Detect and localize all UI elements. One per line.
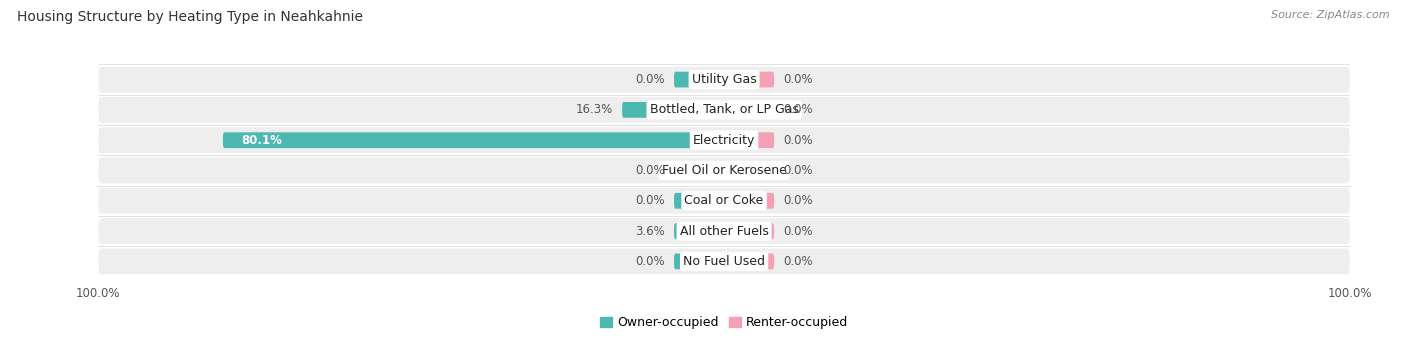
Text: 0.0%: 0.0% bbox=[783, 164, 813, 177]
Text: 0.0%: 0.0% bbox=[783, 103, 813, 116]
FancyBboxPatch shape bbox=[724, 72, 775, 87]
FancyBboxPatch shape bbox=[673, 254, 724, 269]
FancyBboxPatch shape bbox=[673, 72, 724, 87]
FancyBboxPatch shape bbox=[724, 163, 775, 178]
Text: Source: ZipAtlas.com: Source: ZipAtlas.com bbox=[1271, 10, 1389, 20]
Text: 0.0%: 0.0% bbox=[636, 73, 665, 86]
FancyBboxPatch shape bbox=[98, 67, 1350, 92]
Text: 0.0%: 0.0% bbox=[783, 225, 813, 238]
FancyBboxPatch shape bbox=[673, 193, 724, 209]
FancyBboxPatch shape bbox=[673, 163, 724, 178]
Text: 0.0%: 0.0% bbox=[636, 255, 665, 268]
FancyBboxPatch shape bbox=[98, 97, 1350, 123]
Text: Bottled, Tank, or LP Gas: Bottled, Tank, or LP Gas bbox=[650, 103, 799, 116]
FancyBboxPatch shape bbox=[98, 249, 1350, 274]
Text: 3.6%: 3.6% bbox=[636, 225, 665, 238]
Text: Electricity: Electricity bbox=[693, 134, 755, 147]
FancyBboxPatch shape bbox=[724, 102, 775, 118]
Text: 0.0%: 0.0% bbox=[636, 194, 665, 207]
Text: 0.0%: 0.0% bbox=[783, 194, 813, 207]
Text: Fuel Oil or Kerosene: Fuel Oil or Kerosene bbox=[662, 164, 786, 177]
Legend: Owner-occupied, Renter-occupied: Owner-occupied, Renter-occupied bbox=[595, 311, 853, 335]
Text: 0.0%: 0.0% bbox=[636, 164, 665, 177]
Text: All other Fuels: All other Fuels bbox=[679, 225, 769, 238]
Text: 0.0%: 0.0% bbox=[783, 73, 813, 86]
Text: Utility Gas: Utility Gas bbox=[692, 73, 756, 86]
Text: 16.3%: 16.3% bbox=[575, 103, 613, 116]
FancyBboxPatch shape bbox=[98, 127, 1350, 153]
FancyBboxPatch shape bbox=[98, 218, 1350, 244]
Text: 0.0%: 0.0% bbox=[783, 255, 813, 268]
FancyBboxPatch shape bbox=[98, 188, 1350, 214]
Text: Coal or Coke: Coal or Coke bbox=[685, 194, 763, 207]
FancyBboxPatch shape bbox=[724, 132, 775, 148]
Text: No Fuel Used: No Fuel Used bbox=[683, 255, 765, 268]
FancyBboxPatch shape bbox=[224, 132, 724, 148]
FancyBboxPatch shape bbox=[98, 158, 1350, 183]
FancyBboxPatch shape bbox=[724, 193, 775, 209]
Text: 0.0%: 0.0% bbox=[783, 134, 813, 147]
Text: 80.1%: 80.1% bbox=[242, 134, 283, 147]
FancyBboxPatch shape bbox=[724, 254, 775, 269]
FancyBboxPatch shape bbox=[621, 102, 724, 118]
Text: Housing Structure by Heating Type in Neahkahnie: Housing Structure by Heating Type in Nea… bbox=[17, 10, 363, 24]
FancyBboxPatch shape bbox=[724, 223, 775, 239]
FancyBboxPatch shape bbox=[673, 223, 724, 239]
